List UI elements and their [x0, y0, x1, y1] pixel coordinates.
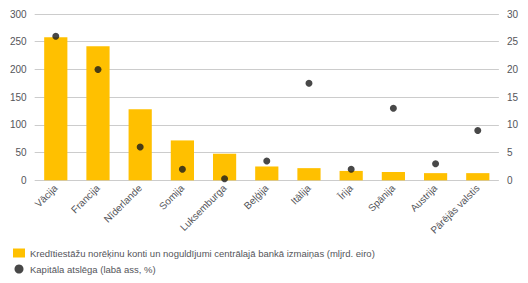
- svg-text:Īrija: Īrija: [336, 182, 355, 201]
- svg-text:100: 100: [10, 119, 27, 130]
- svg-text:5: 5: [507, 147, 513, 158]
- svg-text:250: 250: [10, 36, 27, 47]
- svg-text:Francija: Francija: [69, 182, 102, 215]
- svg-text:Kredītiestāžu norēķinu konti u: Kredītiestāžu norēķinu konti un noguldīj…: [30, 248, 375, 259]
- svg-text:Somija: Somija: [157, 182, 187, 212]
- svg-text:Luksemburga: Luksemburga: [178, 182, 229, 233]
- svg-text:25: 25: [507, 36, 519, 47]
- svg-text:Austrija: Austrija: [408, 182, 440, 214]
- svg-text:30: 30: [507, 9, 519, 20]
- svg-text:50: 50: [16, 147, 28, 158]
- svg-text:Beļģija: Beļģija: [241, 181, 271, 211]
- svg-text:0: 0: [507, 175, 513, 186]
- svg-text:Nīderlande: Nīderlande: [102, 182, 145, 225]
- svg-text:10: 10: [507, 119, 519, 130]
- svg-text:150: 150: [10, 92, 27, 103]
- svg-text:Vācija: Vācija: [33, 182, 60, 209]
- svg-text:Pārējās valstis: Pārējās valstis: [428, 182, 481, 235]
- svg-text:0: 0: [21, 175, 27, 186]
- svg-text:Kapitāla atslēga (labā ass, %): Kapitāla atslēga (labā ass, %): [30, 264, 156, 275]
- svg-text:200: 200: [10, 64, 27, 75]
- svg-text:Spānija: Spānija: [366, 182, 398, 214]
- svg-text:15: 15: [507, 92, 519, 103]
- svg-text:300: 300: [10, 9, 27, 20]
- svg-text:20: 20: [507, 64, 519, 75]
- svg-text:Itālija: Itālija: [289, 182, 314, 207]
